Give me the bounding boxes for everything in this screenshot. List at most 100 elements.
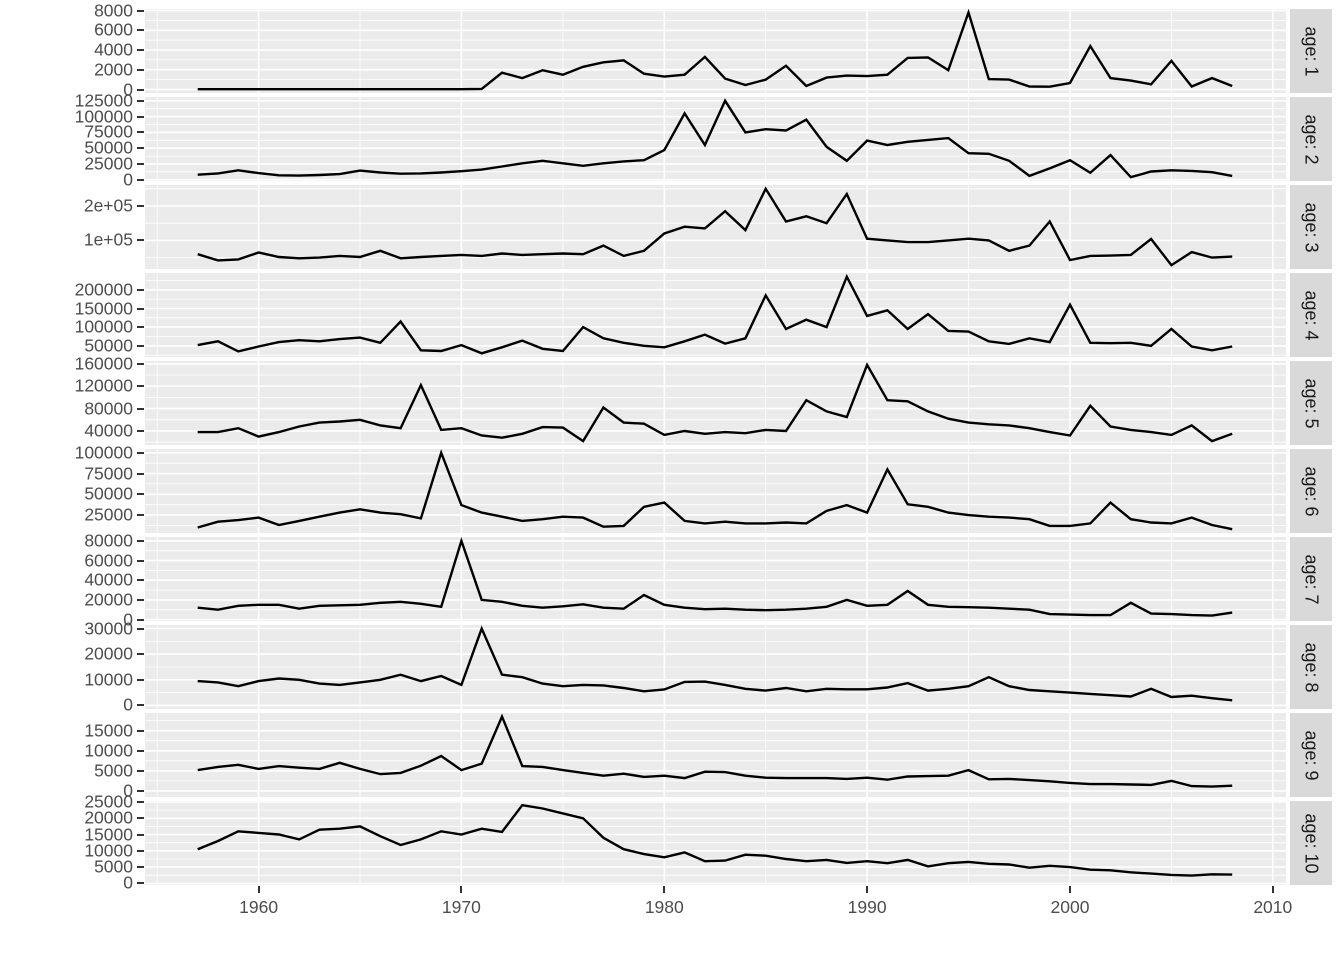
facet-panel-5 [145, 361, 1286, 445]
x-tick-mark [1069, 886, 1071, 893]
facet-strip: age: 6 [1290, 449, 1332, 533]
y-tick-mark [137, 493, 144, 496]
facet-strip-label: age: 4 [1301, 289, 1322, 341]
y-tick-label: 6000 [94, 19, 133, 40]
y-tick-label: 30000 [84, 617, 133, 638]
facet-strip: age: 10 [1290, 801, 1332, 885]
y-tick-mark [137, 833, 144, 836]
y-tick-label: 4000 [94, 39, 133, 60]
y-tick-label: 120000 [74, 375, 133, 396]
y-tick-label: 5000 [94, 760, 133, 781]
x-tick-mark [257, 886, 260, 893]
data-line [145, 537, 1286, 621]
y-tick-mark [137, 472, 144, 475]
y-tick-label: 10000 [84, 840, 133, 861]
x-tick-label: 1990 [847, 897, 887, 917]
facet-panel-3 [145, 185, 1286, 269]
y-tick-mark [137, 49, 144, 51]
y-tick-mark [137, 115, 144, 118]
y-tick-mark [137, 430, 144, 432]
x-tick-mark [460, 886, 463, 893]
y-tick-mark [137, 627, 144, 630]
y-tick-label: 8000 [94, 0, 133, 20]
y-tick-label: 20000 [84, 589, 133, 610]
y-tick-mark [137, 678, 144, 681]
x-tick-label: 2000 [1050, 897, 1090, 917]
data-line [145, 361, 1286, 445]
y-tick-mark [137, 653, 144, 656]
y-tick-label: 50000 [84, 137, 133, 158]
facet-panel-2 [145, 97, 1286, 181]
facet-strip-label: age: 9 [1301, 729, 1322, 781]
data-line [145, 713, 1286, 797]
y-tick-label: 0 [123, 694, 133, 715]
y-tick-mark [137, 362, 144, 365]
y-tick-mark [137, 559, 144, 562]
y-tick-label: 25000 [84, 791, 133, 812]
y-tick-label: 2000 [94, 58, 133, 79]
facet-strip: age: 7 [1290, 537, 1332, 621]
facet-strip-label: age: 5 [1301, 377, 1322, 429]
y-tick-mark [137, 344, 144, 347]
facet-strip-label: age: 1 [1301, 25, 1322, 77]
facet-strip-label: age: 2 [1301, 113, 1322, 165]
y-tick-mark [137, 307, 144, 310]
x-tick-mark [663, 886, 666, 893]
y-tick-mark [137, 704, 144, 707]
y-tick-mark [137, 239, 144, 242]
facet-strip-label: age: 8 [1301, 641, 1322, 693]
facet-panel-9 [145, 713, 1286, 797]
y-tick-label: 125000 [74, 90, 133, 111]
y-tick-label: 50000 [84, 483, 133, 504]
y-tick-label: 80000 [84, 530, 133, 551]
y-tick-label: 160000 [74, 353, 133, 374]
x-tick-label: 1960 [239, 897, 279, 917]
y-tick-label: 100000 [74, 316, 133, 337]
y-tick-mark [137, 790, 144, 792]
x-tick-label: 1970 [441, 897, 481, 917]
x-tick-mark [866, 886, 869, 893]
x-tick-mark [1271, 886, 1274, 893]
y-tick-label: 0 [123, 168, 133, 189]
y-tick-mark [137, 131, 144, 134]
y-tick-label: 20000 [84, 643, 133, 664]
y-tick-mark [137, 326, 144, 329]
y-tick-mark [137, 288, 144, 291]
data-line [145, 273, 1286, 357]
y-tick-label: 2e+05 [83, 195, 133, 216]
y-tick-mark [137, 882, 144, 885]
y-tick-mark [137, 68, 144, 71]
y-tick-mark [137, 407, 144, 410]
data-line [145, 449, 1286, 533]
facet-panel-1 [145, 9, 1286, 93]
y-tick-label: 0 [123, 872, 133, 893]
y-tick-mark [137, 514, 144, 517]
y-tick-label: 0 [123, 78, 133, 99]
y-tick-mark [137, 579, 144, 582]
facet-panel-4 [145, 273, 1286, 357]
facet-strip: age: 2 [1290, 97, 1332, 181]
facet-strip: age: 8 [1290, 625, 1332, 709]
y-tick-label: 60000 [84, 549, 133, 570]
y-tick-label: 15000 [84, 823, 133, 844]
y-tick-label: 10000 [84, 669, 133, 690]
facet-strip-label: age: 3 [1301, 201, 1322, 253]
y-tick-label: 0 [123, 780, 133, 801]
y-tick-label: 40000 [84, 420, 133, 441]
y-tick-mark [137, 817, 144, 820]
y-tick-label: 75000 [84, 462, 133, 483]
y-tick-label: 0 [123, 608, 133, 629]
facet-strip: age: 9 [1290, 713, 1332, 797]
y-tick-mark [137, 539, 144, 542]
y-tick-label: 150000 [74, 297, 133, 318]
y-tick-label: 1e+05 [83, 229, 133, 250]
y-tick-label: 40000 [84, 569, 133, 590]
y-tick-mark [137, 729, 144, 732]
x-tick-label: 2010 [1253, 897, 1293, 917]
facet-panel-8 [145, 625, 1286, 709]
y-tick-mark [137, 88, 144, 91]
facet-strip: age: 5 [1290, 361, 1332, 445]
y-tick-label: 15000 [84, 719, 133, 740]
y-tick-mark [137, 451, 144, 454]
